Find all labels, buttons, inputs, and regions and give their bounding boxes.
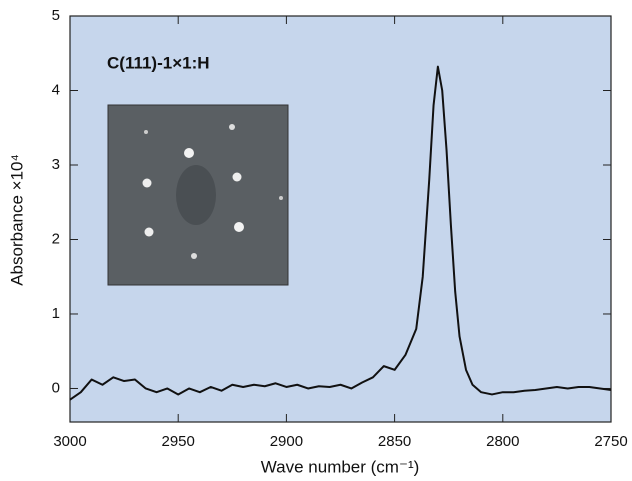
y-tick-label: 5	[52, 7, 60, 24]
annotation: C(111)-1×1:H	[107, 53, 210, 72]
y-tick-label: 2	[52, 230, 60, 247]
x-tick-label: 2900	[270, 433, 303, 450]
leed-inset	[107, 104, 289, 286]
x-tick-label: 3000	[53, 433, 86, 450]
y-tick-label: 4	[52, 81, 60, 98]
y-tick-label: 1	[52, 305, 60, 322]
y-tick-label: 3	[52, 156, 60, 173]
y-axis-label: Absorbance ×10⁴	[7, 154, 26, 286]
x-tick-label: 2850	[378, 433, 411, 450]
x-tick-label: 2750	[594, 433, 627, 450]
y-tick-label: 0	[52, 379, 60, 396]
x-axis-label: Wave number (cm⁻¹)	[261, 457, 420, 476]
x-tick-label: 2950	[162, 433, 195, 450]
x-tick-label: 2800	[486, 433, 519, 450]
spectrum-line	[69, 65, 612, 401]
